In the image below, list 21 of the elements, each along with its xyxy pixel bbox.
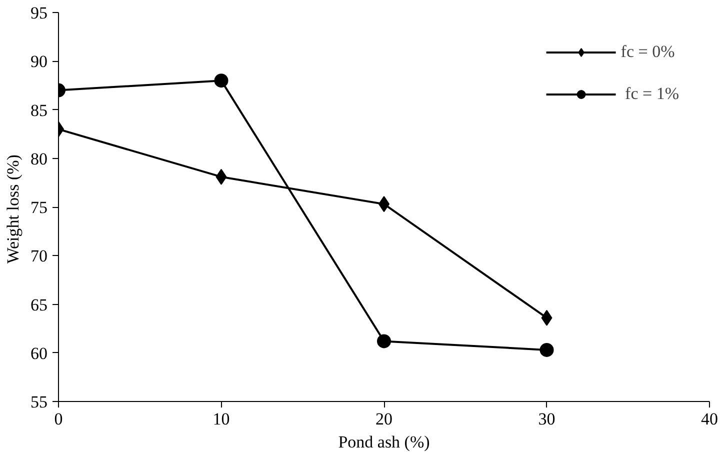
y-tick-label: 80 [30, 149, 48, 168]
y-tick-label: 55 [30, 392, 48, 412]
point [540, 342, 554, 357]
y-tick-label: 85 [30, 100, 48, 120]
point [377, 334, 391, 348]
x-tick-label: 10 [212, 410, 230, 428]
y-axis-title: Weight loss (%) [4, 154, 22, 264]
legend-label: fc = 1% [624, 84, 679, 104]
x-tick-label: 0 [54, 410, 63, 428]
x-tick-label: 30 [538, 410, 556, 428]
y-tick-label: 60 [30, 344, 48, 363]
x-tick-label: 40 [701, 410, 718, 428]
legend-label: fc = 0% [620, 42, 675, 62]
x-axis-title: Pond ash (%) [338, 432, 430, 452]
x-tick-label: 20 [376, 410, 392, 428]
point [214, 74, 228, 88]
y-tick-label: 65 [30, 295, 48, 314]
y-tick-label: 75 [30, 198, 48, 217]
y-tick-label: 95 [30, 4, 48, 22]
y-tick-label: 70 [30, 246, 48, 266]
y-tick-label: 90 [30, 52, 48, 72]
